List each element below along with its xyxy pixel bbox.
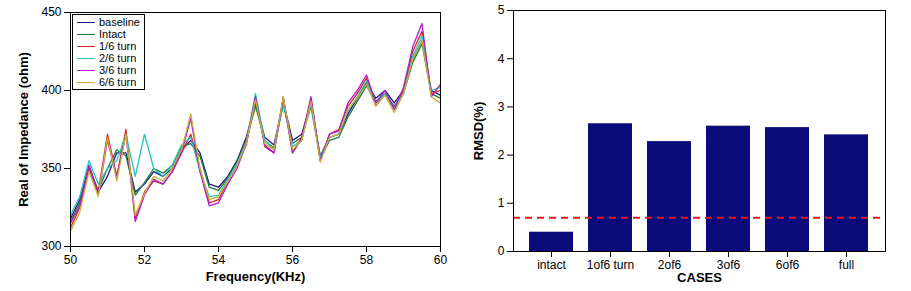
svg-text:2of6: 2of6 xyxy=(657,258,682,272)
svg-text:0: 0 xyxy=(498,244,505,258)
svg-text:1: 1 xyxy=(498,196,505,210)
svg-text:350: 350 xyxy=(41,161,61,175)
svg-text:400: 400 xyxy=(41,83,61,97)
html-text:6/6 turn: 6/6 turn xyxy=(99,76,137,88)
svg-text:58: 58 xyxy=(360,253,374,267)
html-text:baseline: baseline xyxy=(99,16,140,28)
svg-text:60: 60 xyxy=(434,253,448,267)
svg-text:5: 5 xyxy=(498,3,505,17)
svg-text:50: 50 xyxy=(64,253,78,267)
svg-text:1of6 turn: 1of6 turn xyxy=(587,258,634,272)
svg-text:intact: intact xyxy=(537,258,566,272)
svg-text:RMSD(%): RMSD(%) xyxy=(471,102,486,161)
svg-text:full: full xyxy=(839,258,854,272)
svg-text:6of6: 6of6 xyxy=(776,258,800,272)
html-text:3/6 turn: 3/6 turn xyxy=(99,64,137,76)
svg-text:4: 4 xyxy=(498,52,505,66)
svg-text:Frequency(KHz): Frequency(KHz) xyxy=(206,269,306,284)
html-text:Intact: Intact xyxy=(99,28,126,40)
svg-text:CASES: CASES xyxy=(677,270,722,285)
html-text:1/6 turn: 1/6 turn xyxy=(99,40,137,52)
svg-text:52: 52 xyxy=(138,253,152,267)
svg-text:450: 450 xyxy=(41,5,61,19)
html-text:2/6 turn: 2/6 turn xyxy=(99,52,137,64)
svg-text:Real of Impedance (ohm): Real of Impedance (ohm) xyxy=(16,52,31,207)
svg-text:2: 2 xyxy=(498,148,505,162)
svg-text:3of6: 3of6 xyxy=(716,258,741,272)
svg-text:54: 54 xyxy=(212,253,226,267)
svg-text:56: 56 xyxy=(286,253,300,267)
svg-text:300: 300 xyxy=(41,239,61,253)
svg-text:3: 3 xyxy=(498,100,505,114)
